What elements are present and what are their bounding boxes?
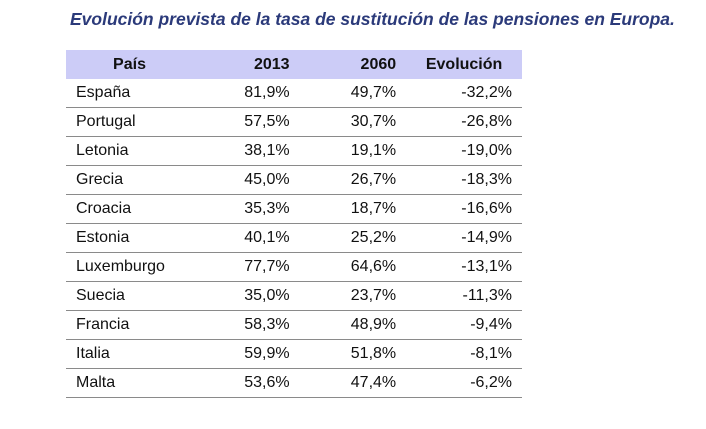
cell-2060: 64,6% (299, 252, 407, 282)
cell-country: Suecia (66, 281, 194, 311)
cell-2060: 51,8% (299, 339, 407, 369)
table-row: Italia 59,9% 51,8% -8,1% (66, 339, 522, 369)
cell-2060: 49,7% (299, 79, 407, 108)
cell-evolution: -9,4% (406, 310, 522, 340)
cell-2060: 18,7% (299, 194, 407, 224)
cell-2060: 30,7% (299, 107, 407, 137)
table-row: Letonia 38,1% 19,1% -19,0% (66, 136, 522, 166)
cell-2013: 77,7% (193, 252, 300, 282)
cell-evolution: -11,3% (406, 281, 522, 311)
table-row: Grecia 45,0% 26,7% -18,3% (66, 165, 522, 195)
cell-2013: 57,5% (193, 107, 300, 137)
header-row: País 2013 2060 Evolución (66, 50, 522, 79)
header-country: País (66, 50, 194, 79)
cell-2060: 23,7% (299, 281, 407, 311)
data-table: País 2013 2060 Evolución España 81,9% 49,7… (66, 50, 522, 398)
cell-country: Malta (66, 368, 194, 398)
cell-2013: 35,3% (193, 194, 300, 224)
cell-2013: 58,3% (193, 310, 300, 340)
cell-2013: 38,1% (193, 136, 300, 166)
cell-2013: 59,9% (193, 339, 300, 369)
cell-2013: 35,0% (193, 281, 300, 311)
table-row: Luxemburgo 77,7% 64,6% -13,1% (66, 252, 522, 282)
table-row: Estonia 40,1% 25,2% -14,9% (66, 223, 522, 253)
cell-evolution: -32,2% (406, 79, 522, 108)
cell-country: Estonia (66, 223, 194, 253)
cell-2060: 25,2% (299, 223, 407, 253)
cell-evolution: -26,8% (406, 107, 522, 137)
cell-evolution: -18,3% (406, 165, 522, 195)
cell-country: Letonia (66, 136, 194, 166)
cell-2060: 47,4% (299, 368, 407, 398)
table-row: Croacia 35,3% 18,7% -16,6% (66, 194, 522, 224)
table-body: España 81,9% 49,7% -32,2% Portugal 57,5% 30,7%… (66, 79, 522, 398)
cell-2013: 40,1% (193, 223, 300, 253)
cell-2060: 26,7% (299, 165, 407, 195)
cell-2013: 81,9% (193, 79, 300, 108)
table-row: Francia 58,3% 48,9% -9,4% (66, 310, 522, 340)
cell-evolution: -14,9% (406, 223, 522, 253)
cell-2060: 48,9% (299, 310, 407, 340)
cell-country: Grecia (66, 165, 194, 195)
cell-evolution: -6,2% (406, 368, 522, 398)
cell-2013: 53,6% (193, 368, 300, 398)
cell-country: España (66, 79, 194, 108)
cell-country: Italia (66, 339, 194, 369)
cell-evolution: -8,1% (406, 339, 522, 369)
table-title: Evolución prevista de la tasa de sustitu… (70, 9, 675, 29)
table-row: Suecia 35,0% 23,7% -11,3% (66, 281, 522, 311)
cell-country: Francia (66, 310, 194, 340)
header-2013: 2013 (193, 50, 300, 79)
cell-2060: 19,1% (299, 136, 407, 166)
table-row: Malta 53,6% 47,4% -6,2% (66, 368, 522, 398)
header-2060: 2060 (299, 50, 407, 79)
cell-country: Croacia (66, 194, 194, 224)
cell-country: Luxemburgo (66, 252, 194, 282)
table-row: Portugal 57,5% 30,7% -26,8% (66, 107, 522, 137)
cell-evolution: -13,1% (406, 252, 522, 282)
cell-country: Portugal (66, 107, 194, 137)
cell-evolution: -19,0% (406, 136, 522, 166)
cell-evolution: -16,6% (406, 194, 522, 224)
table-row: España 81,9% 49,7% -32,2% (66, 79, 522, 108)
header-evolution: Evolución (406, 50, 522, 79)
cell-2013: 45,0% (193, 165, 300, 195)
